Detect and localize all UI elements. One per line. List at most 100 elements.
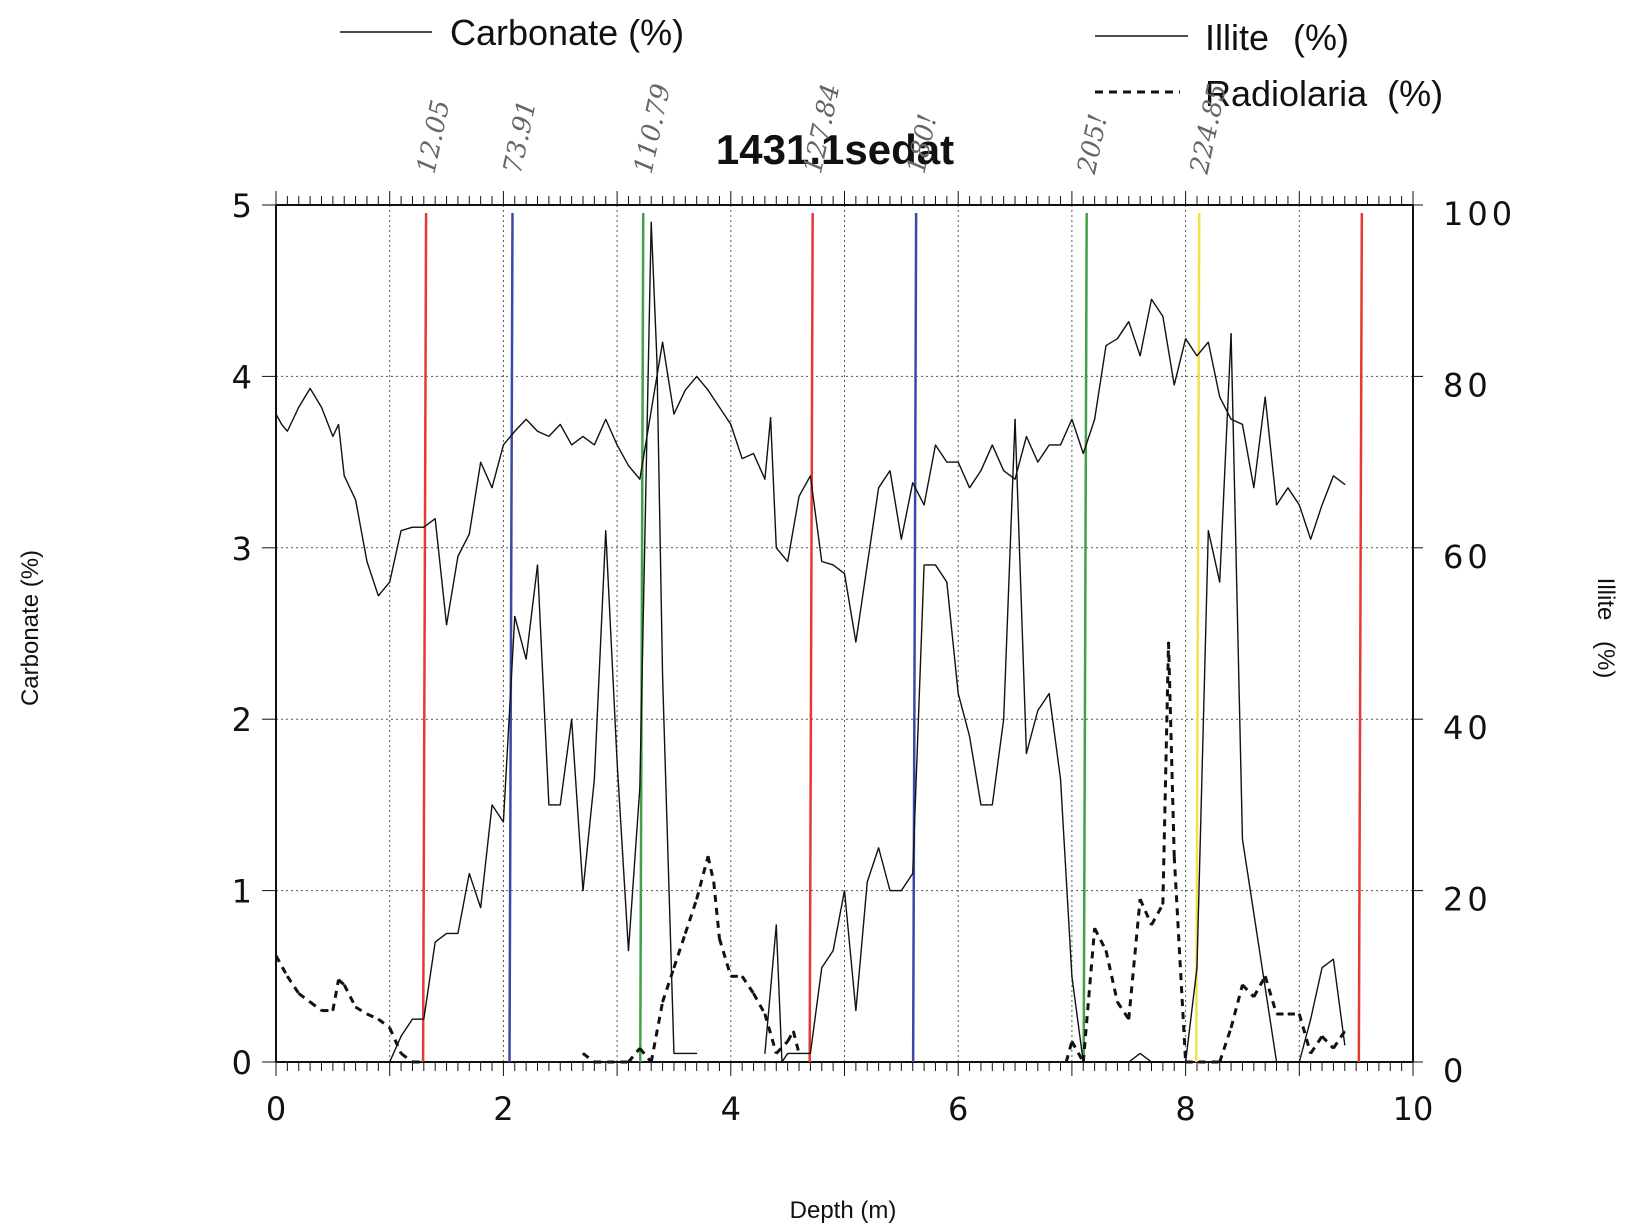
data-point <box>1219 581 1221 583</box>
y-right-tick-label: 0 <box>1443 1052 1467 1090</box>
y-tick-label: 1 <box>232 873 252 911</box>
series-segment <box>298 388 311 408</box>
data-point <box>1003 718 1005 720</box>
data-point <box>389 581 391 583</box>
series-segment <box>525 418 539 432</box>
series-segment <box>1139 1052 1152 1063</box>
series-segment <box>1025 710 1039 754</box>
data-point <box>423 1018 425 1020</box>
depth-marker-line <box>421 212 428 1063</box>
data-point <box>337 979 340 981</box>
series-segment <box>639 410 652 480</box>
series-segment <box>582 1052 596 1064</box>
data-point <box>571 718 573 720</box>
data-point <box>389 1027 391 1029</box>
series-segment <box>1048 693 1062 780</box>
y-tick-label: 3 <box>232 530 252 568</box>
series-segment <box>525 564 539 660</box>
data-point <box>457 555 459 557</box>
data-point <box>843 890 846 892</box>
data-point <box>1094 927 1096 929</box>
series-segment <box>468 873 482 908</box>
data-point <box>775 1052 777 1055</box>
series-segment <box>1298 504 1312 540</box>
data-point <box>673 967 675 969</box>
data-point <box>741 975 743 977</box>
data-point <box>696 375 698 377</box>
data-point <box>957 692 959 695</box>
series-segment <box>354 1005 368 1016</box>
depth-marker-line <box>1357 212 1364 1063</box>
series-segment <box>946 582 959 694</box>
data-point <box>1321 1035 1323 1037</box>
series-segment <box>1185 338 1198 357</box>
series-segment <box>457 533 470 557</box>
data-point <box>639 478 641 480</box>
data-point <box>616 761 618 763</box>
data-point <box>787 560 789 563</box>
data-point <box>1275 504 1278 506</box>
data-point <box>1139 898 1141 900</box>
series-segment <box>866 487 880 566</box>
series-segment <box>1230 333 1244 840</box>
data-point <box>502 444 504 446</box>
data-point <box>1207 530 1209 532</box>
data-point <box>343 984 345 986</box>
data-point <box>1139 355 1141 357</box>
data-point <box>593 444 595 446</box>
data-point <box>1253 487 1255 489</box>
series-segment <box>400 1018 414 1037</box>
series-segment <box>695 855 710 900</box>
series-segment <box>1104 950 1119 1003</box>
data-point <box>798 495 800 497</box>
y-tick-label: 2 <box>232 701 252 739</box>
x-tick-label: 4 <box>721 1090 741 1128</box>
data-point <box>957 461 959 463</box>
data-point <box>1264 975 1266 977</box>
series-segment <box>343 475 357 501</box>
data-point <box>650 410 652 412</box>
series-segment <box>377 581 391 597</box>
data-point <box>900 890 902 892</box>
data-point <box>514 430 516 432</box>
series-segment <box>537 430 550 438</box>
series-segment <box>934 564 948 583</box>
data-point <box>480 461 482 463</box>
data-point <box>991 804 993 806</box>
series-segment <box>1167 642 1176 857</box>
series-segment <box>1219 396 1232 420</box>
data-point <box>855 641 857 643</box>
series-segment <box>388 1027 403 1055</box>
series-segment <box>1172 856 1188 1063</box>
data-point <box>696 1052 698 1055</box>
series-segment <box>366 1012 379 1021</box>
series-segment <box>1218 1027 1233 1063</box>
series-segment <box>707 389 721 408</box>
data-point <box>1332 475 1335 477</box>
data-point <box>309 1001 311 1003</box>
data-point <box>627 464 630 467</box>
data-point <box>1332 1047 1335 1049</box>
data-point <box>309 387 311 389</box>
series-segment <box>468 461 482 535</box>
data-point <box>1150 924 1153 926</box>
series-segment <box>1196 530 1210 968</box>
series-carbonate <box>275 298 1346 643</box>
data-point <box>559 423 561 425</box>
series-segment <box>1309 1035 1324 1055</box>
series-segment <box>1150 298 1164 317</box>
series-segment <box>1059 779 1073 977</box>
data-point <box>912 872 914 875</box>
data-point <box>934 564 937 566</box>
data-point <box>968 735 971 737</box>
data-point <box>411 526 414 528</box>
data-point <box>400 1035 402 1037</box>
series-segment <box>878 470 891 489</box>
data-point <box>1116 1001 1118 1003</box>
data-point <box>821 560 823 563</box>
series-segment <box>1252 975 1267 998</box>
series-segment <box>1128 321 1141 357</box>
data-point <box>991 444 993 446</box>
data-point <box>1059 778 1062 780</box>
data-point <box>661 341 664 343</box>
